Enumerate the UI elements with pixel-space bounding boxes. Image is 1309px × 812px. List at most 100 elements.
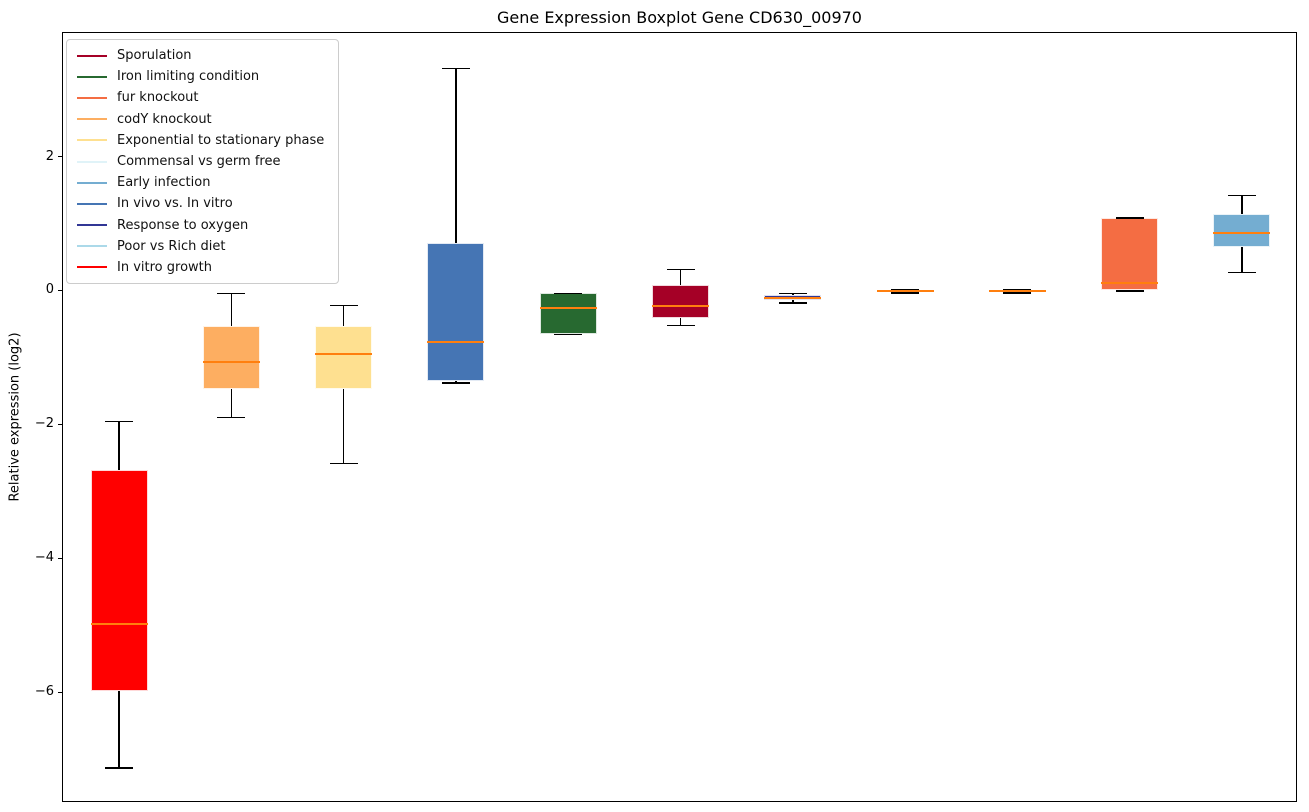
legend-label: In vivo vs. In vitro — [117, 196, 233, 212]
y-tick-mark — [58, 691, 62, 693]
boxplot-box — [539, 293, 597, 335]
legend-label: Iron limiting condition — [117, 69, 260, 85]
y-tick-mark — [58, 289, 62, 292]
boxplot-whisker — [1241, 246, 1243, 273]
boxplot-cap — [1227, 271, 1256, 274]
boxplot-box — [652, 284, 709, 318]
y-tick-label: −6 — [34, 684, 54, 700]
boxplot-whisker — [792, 300, 794, 303]
legend-swatch-line — [77, 181, 107, 184]
legend-label: Poor vs Rich diet — [117, 238, 226, 254]
boxplot-whisker — [455, 68, 457, 244]
boxplot-median — [427, 341, 485, 344]
boxplot-cap — [329, 462, 358, 465]
legend-swatch-line — [77, 202, 107, 205]
boxplot-cap — [554, 292, 583, 295]
boxplot-whisker — [118, 691, 120, 769]
boxplot-whisker — [118, 421, 120, 471]
legend-swatch-line — [77, 224, 107, 227]
legend-label: Sporulation — [117, 48, 192, 64]
boxplot-median — [1101, 282, 1159, 285]
legend-swatch-line — [77, 266, 107, 269]
legend-item: Exponential to stationary phase — [77, 130, 330, 151]
legend-swatch-line — [77, 54, 107, 57]
boxplot-cap — [441, 382, 470, 384]
boxplot-cap — [1115, 217, 1144, 219]
y-tick-mark — [58, 155, 62, 158]
boxplot-cap — [666, 324, 695, 327]
legend-label: Response to oxygen — [117, 217, 249, 233]
boxplot-median — [652, 304, 709, 307]
y-tick-label: 2 — [45, 148, 54, 164]
boxplot-cap — [1115, 290, 1144, 292]
boxplot-cap — [1227, 194, 1256, 197]
legend-item: codY knockout — [77, 109, 330, 130]
legend-item: Early infection — [77, 172, 330, 193]
boxplot-cap — [217, 292, 246, 295]
boxplot-cap — [666, 268, 695, 271]
boxplot-cap — [105, 420, 134, 423]
boxplot-median — [988, 290, 1046, 293]
legend-label: Commensal vs germ free — [117, 154, 281, 170]
y-tick-label: −2 — [34, 416, 54, 432]
boxplot-box — [1101, 217, 1159, 291]
boxplot-cap — [1003, 292, 1032, 294]
legend-swatch-line — [77, 96, 107, 99]
legend-item: Response to oxygen — [77, 215, 330, 236]
boxplot-cap — [554, 333, 583, 336]
legend-label: codY knockout — [117, 111, 212, 127]
legend-swatch-line — [77, 160, 107, 163]
legend-label: fur knockout — [117, 90, 199, 106]
boxplot-box — [1213, 214, 1271, 247]
boxplot-whisker — [230, 389, 233, 418]
legend-item: fur knockout — [77, 87, 330, 108]
legend-swatch-line — [77, 118, 107, 121]
legend-item: Iron limiting condition — [77, 66, 330, 87]
boxplot-whisker — [342, 389, 345, 464]
boxplot-cap — [1003, 289, 1032, 291]
boxplot-median — [315, 352, 373, 355]
boxplot-box — [90, 470, 148, 692]
boxplot-median — [90, 623, 148, 626]
boxplot-median — [1213, 232, 1271, 235]
legend-item: Poor vs Rich diet — [77, 236, 330, 257]
boxplot-whisker — [792, 293, 794, 296]
legend: Sporulation Iron limiting condition fur kn… — [66, 39, 339, 285]
boxplot-cap — [441, 67, 470, 70]
boxplot-cap — [329, 304, 358, 307]
legend-label: Early infection — [117, 175, 211, 191]
legend-swatch-line — [77, 245, 107, 248]
y-tick-label: −4 — [34, 550, 54, 566]
legend-swatch-line — [77, 75, 107, 78]
y-tick-mark — [58, 557, 62, 559]
boxplot-whisker — [679, 269, 682, 285]
boxplot-whisker — [1241, 195, 1243, 215]
legend-label: In vitro growth — [117, 259, 212, 275]
boxplot-median — [876, 290, 934, 293]
boxplot-whisker — [455, 381, 457, 384]
boxplot-cap — [891, 289, 920, 291]
boxplot-cap — [778, 302, 807, 304]
y-tick-mark — [58, 423, 62, 425]
boxplot-box — [202, 326, 260, 390]
legend-item: Sporulation — [77, 45, 330, 66]
chart-title: Gene Expression Boxplot Gene CD630_00970 — [497, 8, 862, 27]
boxplot-box — [427, 243, 485, 382]
boxplot-whisker — [342, 305, 345, 326]
boxplot-median — [764, 297, 822, 300]
boxplot-cap — [778, 292, 807, 295]
boxplot-whisker — [230, 293, 233, 327]
boxplot-median — [539, 307, 597, 310]
boxplot-whisker — [679, 317, 682, 326]
boxplot-cap — [105, 767, 134, 769]
boxplot-cap — [891, 292, 920, 294]
legend-item: Commensal vs germ free — [77, 151, 330, 172]
boxplot-cap — [217, 416, 246, 419]
y-tick-label: 0 — [45, 282, 54, 298]
legend-label: Exponential to stationary phase — [117, 132, 325, 148]
legend-swatch-line — [77, 139, 107, 142]
legend-item: In vitro growth — [77, 257, 330, 278]
boxplot-median — [202, 360, 260, 363]
legend-item: In vivo vs. In vitro — [77, 193, 330, 214]
